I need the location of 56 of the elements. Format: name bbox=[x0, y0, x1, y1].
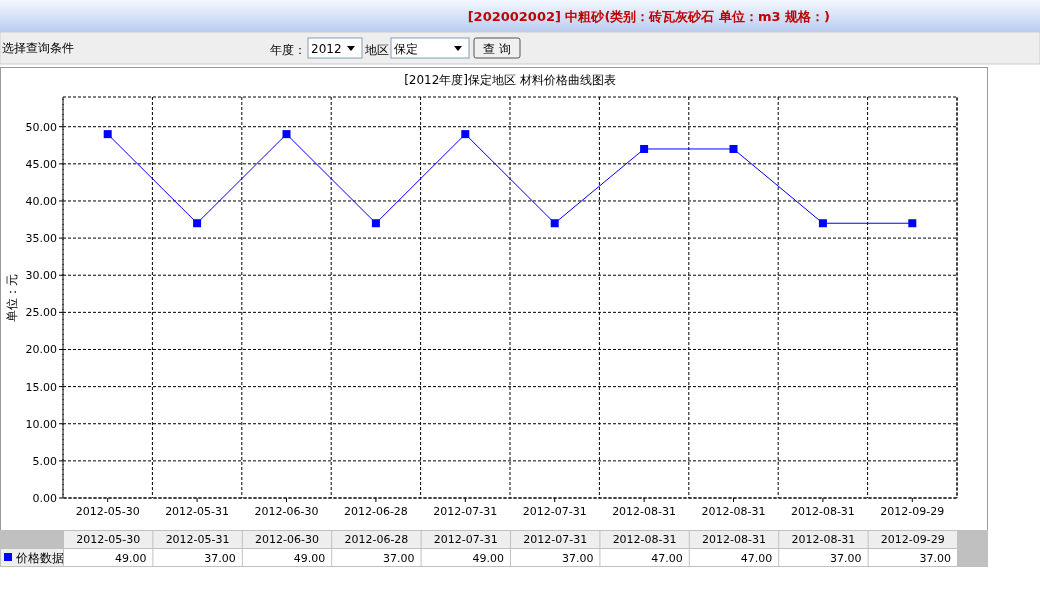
y-tick-label: 0.00 bbox=[32, 492, 57, 505]
x-tick-label: 2012-06-30 bbox=[254, 505, 319, 518]
point bbox=[193, 219, 202, 228]
chart-subtitle: [202002002] 中粗砂(类别：砖瓦灰砂石 单位：m3 规格：) bbox=[467, 9, 830, 24]
category-label: 2012-08-31 bbox=[791, 533, 856, 546]
x-tick-label: 2012-08-31 bbox=[790, 505, 855, 518]
x-tick-label: 2012-09-29 bbox=[880, 505, 945, 518]
y-tick-label: 10.00 bbox=[25, 417, 57, 431]
point bbox=[371, 219, 380, 228]
x-tick-label: 2012-07-31 bbox=[522, 505, 587, 518]
x-tick-label: 2012-06-28 bbox=[343, 505, 408, 518]
category-label: 2012-06-28 bbox=[344, 533, 409, 546]
data-label: 37.00 bbox=[830, 552, 862, 565]
category-label: 2012-07-31 bbox=[523, 533, 588, 546]
category-label: 2012-05-30 bbox=[76, 533, 141, 546]
y-tick-label: 15.00 bbox=[25, 380, 57, 394]
y-tick-label: 30.00 bbox=[25, 269, 57, 283]
data-label: 37.00 bbox=[204, 552, 236, 565]
data-label: 37.00 bbox=[919, 552, 951, 565]
x-tick-label: 2012-08-31 bbox=[701, 505, 766, 518]
chart-title: [2012年度]保定地区 材料价格曲线图表 bbox=[404, 73, 616, 87]
x-tick-label: 2012-07-31 bbox=[433, 505, 498, 518]
x-tick-label: 2012-05-30 bbox=[75, 505, 140, 518]
category-label: 2012-08-31 bbox=[702, 533, 766, 546]
point bbox=[103, 130, 112, 139]
y-tick-label: 35.00 bbox=[25, 232, 57, 246]
category-label: 2012-09-29 bbox=[880, 533, 945, 546]
data-label: 37.00 bbox=[561, 552, 594, 565]
data-label: 47.00 bbox=[740, 552, 773, 565]
data-label: 47.00 bbox=[651, 552, 683, 565]
y-tick-label: 50.00 bbox=[25, 120, 57, 134]
data-label: 49.00 bbox=[114, 552, 147, 565]
data-label: 49.00 bbox=[472, 552, 504, 565]
y-axis-title: 单位：元 bbox=[5, 273, 19, 322]
point bbox=[282, 130, 291, 139]
category-label: 2012-05-31 bbox=[165, 533, 230, 546]
legend-label: 价格数据 bbox=[15, 551, 64, 565]
controls: 选择查询条件 年度： 2012 地区 保定 查 询 bbox=[2, 37, 521, 59]
y-tick-label: 25.00 bbox=[25, 306, 57, 320]
data-label: 37.00 bbox=[383, 552, 415, 565]
y-tick-label: 20.00 bbox=[25, 343, 57, 357]
data-label: 49.00 bbox=[293, 552, 326, 565]
point bbox=[908, 219, 917, 228]
x-tick-label: 2012-08-31 bbox=[612, 505, 677, 518]
point bbox=[818, 219, 827, 228]
point bbox=[729, 144, 738, 153]
point bbox=[550, 219, 559, 228]
category-label: 2012-07-31 bbox=[433, 533, 498, 546]
point bbox=[640, 144, 649, 153]
y-tick-label: 40.00 bbox=[25, 194, 57, 208]
y-tick-label: 5.00 bbox=[32, 454, 57, 468]
point bbox=[461, 130, 470, 139]
category-label: 2012-06-30 bbox=[255, 533, 319, 546]
y-tick-label: 45.00 bbox=[25, 157, 57, 171]
x-tick-label: 2012-05-31 bbox=[165, 505, 230, 518]
category-label: 2012-08-31 bbox=[612, 533, 677, 546]
